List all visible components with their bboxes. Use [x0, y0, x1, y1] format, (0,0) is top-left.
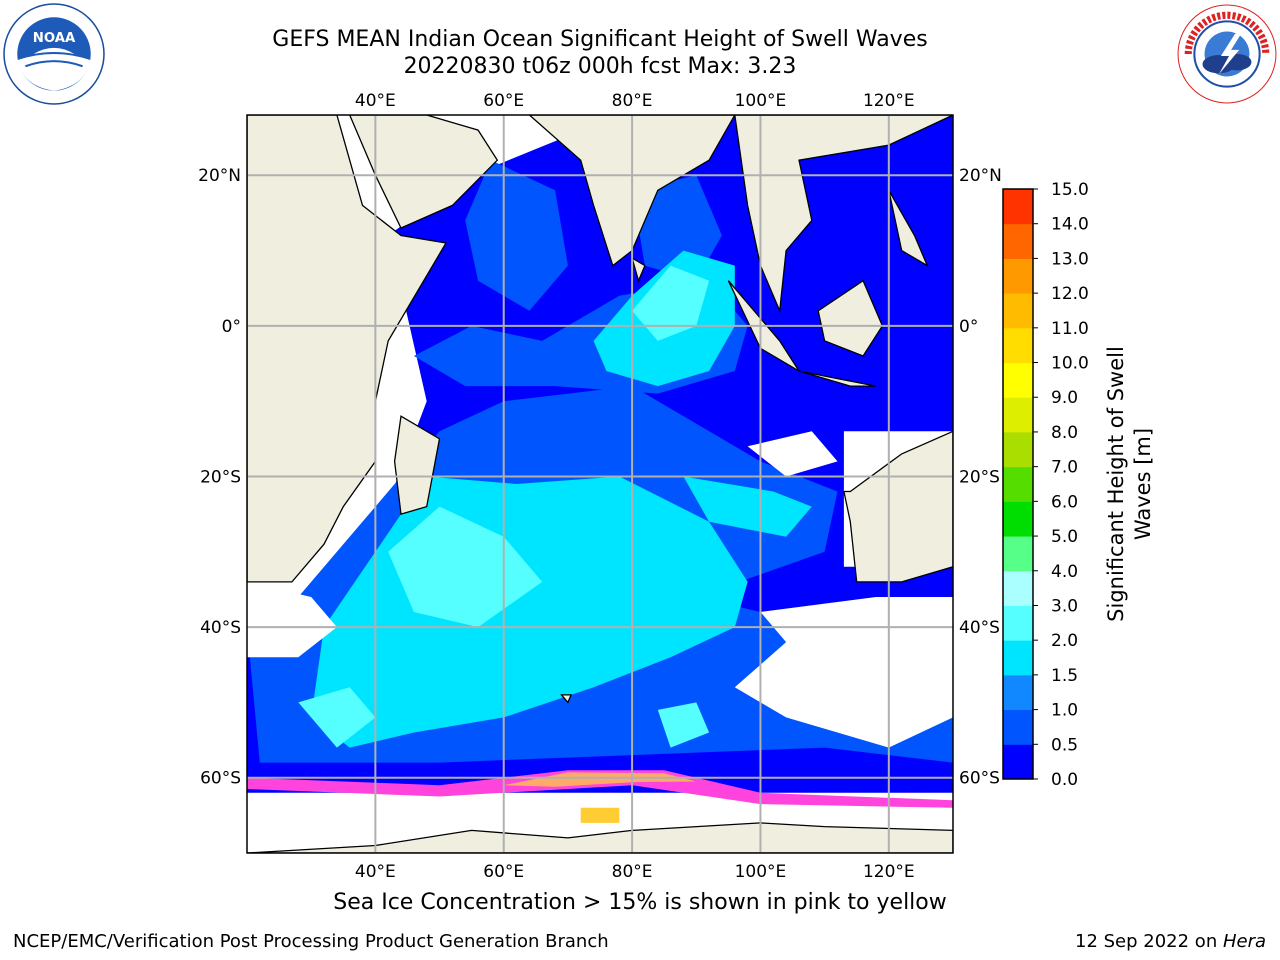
map-plot-area	[247, 115, 953, 853]
x-tick-label-bottom: 60°E	[483, 862, 524, 882]
kerguelen-land	[560, 694, 573, 704]
colorbar-frame	[1002, 188, 1034, 780]
x-tick-label-bottom: 40°E	[355, 862, 396, 882]
svg-text:NOAA: NOAA	[33, 31, 76, 46]
colorbar-tick-label: 0.5	[1051, 735, 1078, 755]
colorbar-segment	[1003, 362, 1033, 398]
colorbar-tick-label: 9.0	[1051, 388, 1078, 408]
blank-region-indonesia	[747, 431, 838, 477]
colorbar-tick-label: 4.0	[1051, 562, 1078, 582]
map-gridlines	[247, 115, 953, 853]
national-weather-service-logo	[1177, 4, 1277, 104]
y-tick-label-left: 40°S	[200, 618, 241, 638]
colorbar-tick-label: 1.0	[1051, 701, 1078, 721]
borneo-land	[817, 279, 884, 357]
swell-band-0.5-1.0-arabian	[465, 160, 568, 311]
x-tick-label-top: 100°E	[735, 91, 787, 111]
colorbar-tick-label: 7.0	[1051, 458, 1078, 478]
sea-ice-note: Sea Ice Concentration > 15% is shown in …	[333, 890, 947, 915]
colorbar-segment	[1003, 640, 1033, 676]
x-tick-label-bottom: 80°E	[612, 862, 653, 882]
colorbar-segment	[1003, 744, 1033, 780]
swell-band-0.5-1.0-bengal	[632, 175, 722, 281]
borneo-java-land	[798, 370, 877, 387]
colorbar-segment	[1003, 223, 1033, 259]
noaa-logo: NOAA	[3, 3, 105, 105]
blank-region-southeast	[734, 597, 953, 748]
y-tick-label-right: 0°	[959, 317, 978, 337]
x-tick-label-top: 40°E	[355, 91, 396, 111]
colorbar-tick-label: 6.0	[1051, 492, 1078, 512]
footer-date-text: 12 Sep 2022 on	[1075, 931, 1223, 952]
colorbar-tick-label: 0.0	[1051, 770, 1078, 790]
blank-region-southwest	[247, 581, 337, 658]
x-tick-label-top: 80°E	[612, 91, 653, 111]
colorbar-segment	[1003, 501, 1033, 537]
y-tick-label-left: 20°S	[200, 467, 241, 487]
colorbar	[1002, 188, 1034, 780]
x-tick-label-top: 120°E	[863, 91, 915, 111]
colorbar-tick-label: 5.0	[1051, 527, 1078, 547]
swell-band-1.5-2.0-equatorial	[632, 265, 710, 341]
colorbar-tick-label: 14.0	[1051, 215, 1089, 235]
arabia-land	[348, 115, 499, 229]
footer-host: Hera	[1222, 931, 1266, 952]
sea-ice-patch-yellow	[580, 807, 620, 823]
sea-ice-edge-orange	[503, 772, 697, 787]
colorbar-segment	[1003, 605, 1033, 641]
y-tick-label-right: 20°S	[959, 467, 1000, 487]
swell-band-1.5-2.0-south	[657, 702, 710, 748]
y-tick-label-right: 60°S	[959, 769, 1000, 789]
swell-band-1.5-2.0-sw	[298, 687, 376, 748]
y-tick-label-left: 60°S	[200, 769, 241, 789]
colorbar-segment	[1003, 570, 1033, 606]
colorbar-segment	[1003, 709, 1033, 745]
colorbar-segment	[1003, 431, 1033, 468]
y-tick-label-left: 20°N	[198, 166, 241, 186]
colorbar-segment	[1003, 293, 1033, 329]
y-tick-label-right: 20°N	[959, 166, 1002, 186]
chart-subtitle: 20220830 t06z 000h fcst Max: 3.23	[403, 54, 797, 79]
madagascar-land	[393, 415, 441, 515]
colorbar-segment	[1003, 466, 1033, 502]
colorbar-label: Waves [m]	[1131, 428, 1155, 540]
colorbar-tick-label: 1.5	[1051, 666, 1078, 686]
colorbar-segment	[1003, 327, 1033, 364]
colorbar-tick-label: 11.0	[1051, 319, 1089, 339]
australia-land	[843, 430, 953, 583]
colorbar-tick-label: 2.0	[1051, 631, 1078, 651]
philippines-land	[888, 189, 929, 268]
colorbar-segment	[1003, 189, 1033, 225]
colorbar-segment	[1003, 258, 1033, 294]
colorbar-segment	[1003, 674, 1033, 711]
y-tick-label-left: 0°	[222, 317, 241, 337]
footer-date: 12 Sep 2022 on Hera	[1075, 931, 1266, 952]
antarctica-land	[247, 822, 953, 853]
sea-ice-edge-pink	[247, 770, 953, 808]
colorbar-segment	[1003, 397, 1033, 433]
chart-title: GEFS MEAN Indian Ocean Significant Heigh…	[272, 27, 928, 52]
colorbar-segment	[1003, 536, 1033, 572]
colorbar-tick-label: 8.0	[1051, 423, 1078, 443]
x-tick-label-top: 60°E	[483, 91, 524, 111]
southeast-asia-land	[734, 115, 953, 314]
colorbar-tick-label: 13.0	[1051, 249, 1089, 269]
map-frame	[246, 114, 954, 854]
sri-lanka-land	[631, 256, 646, 283]
colorbar-label: Significant Height of Swell	[1104, 346, 1128, 622]
x-tick-label-bottom: 120°E	[863, 862, 915, 882]
swell-band-1.0-1.5-east	[683, 476, 812, 537]
colorbar-tick-label: 10.0	[1051, 354, 1089, 374]
x-tick-label-bottom: 100°E	[735, 862, 787, 882]
colorbar-tick-label: 15.0	[1051, 180, 1089, 200]
y-tick-label-right: 40°S	[959, 618, 1000, 638]
colorbar-tick-label: 3.0	[1051, 596, 1078, 616]
footer-credit: NCEP/EMC/Verification Post Processing Pr…	[13, 931, 609, 952]
colorbar-tick-label: 12.0	[1051, 284, 1089, 304]
